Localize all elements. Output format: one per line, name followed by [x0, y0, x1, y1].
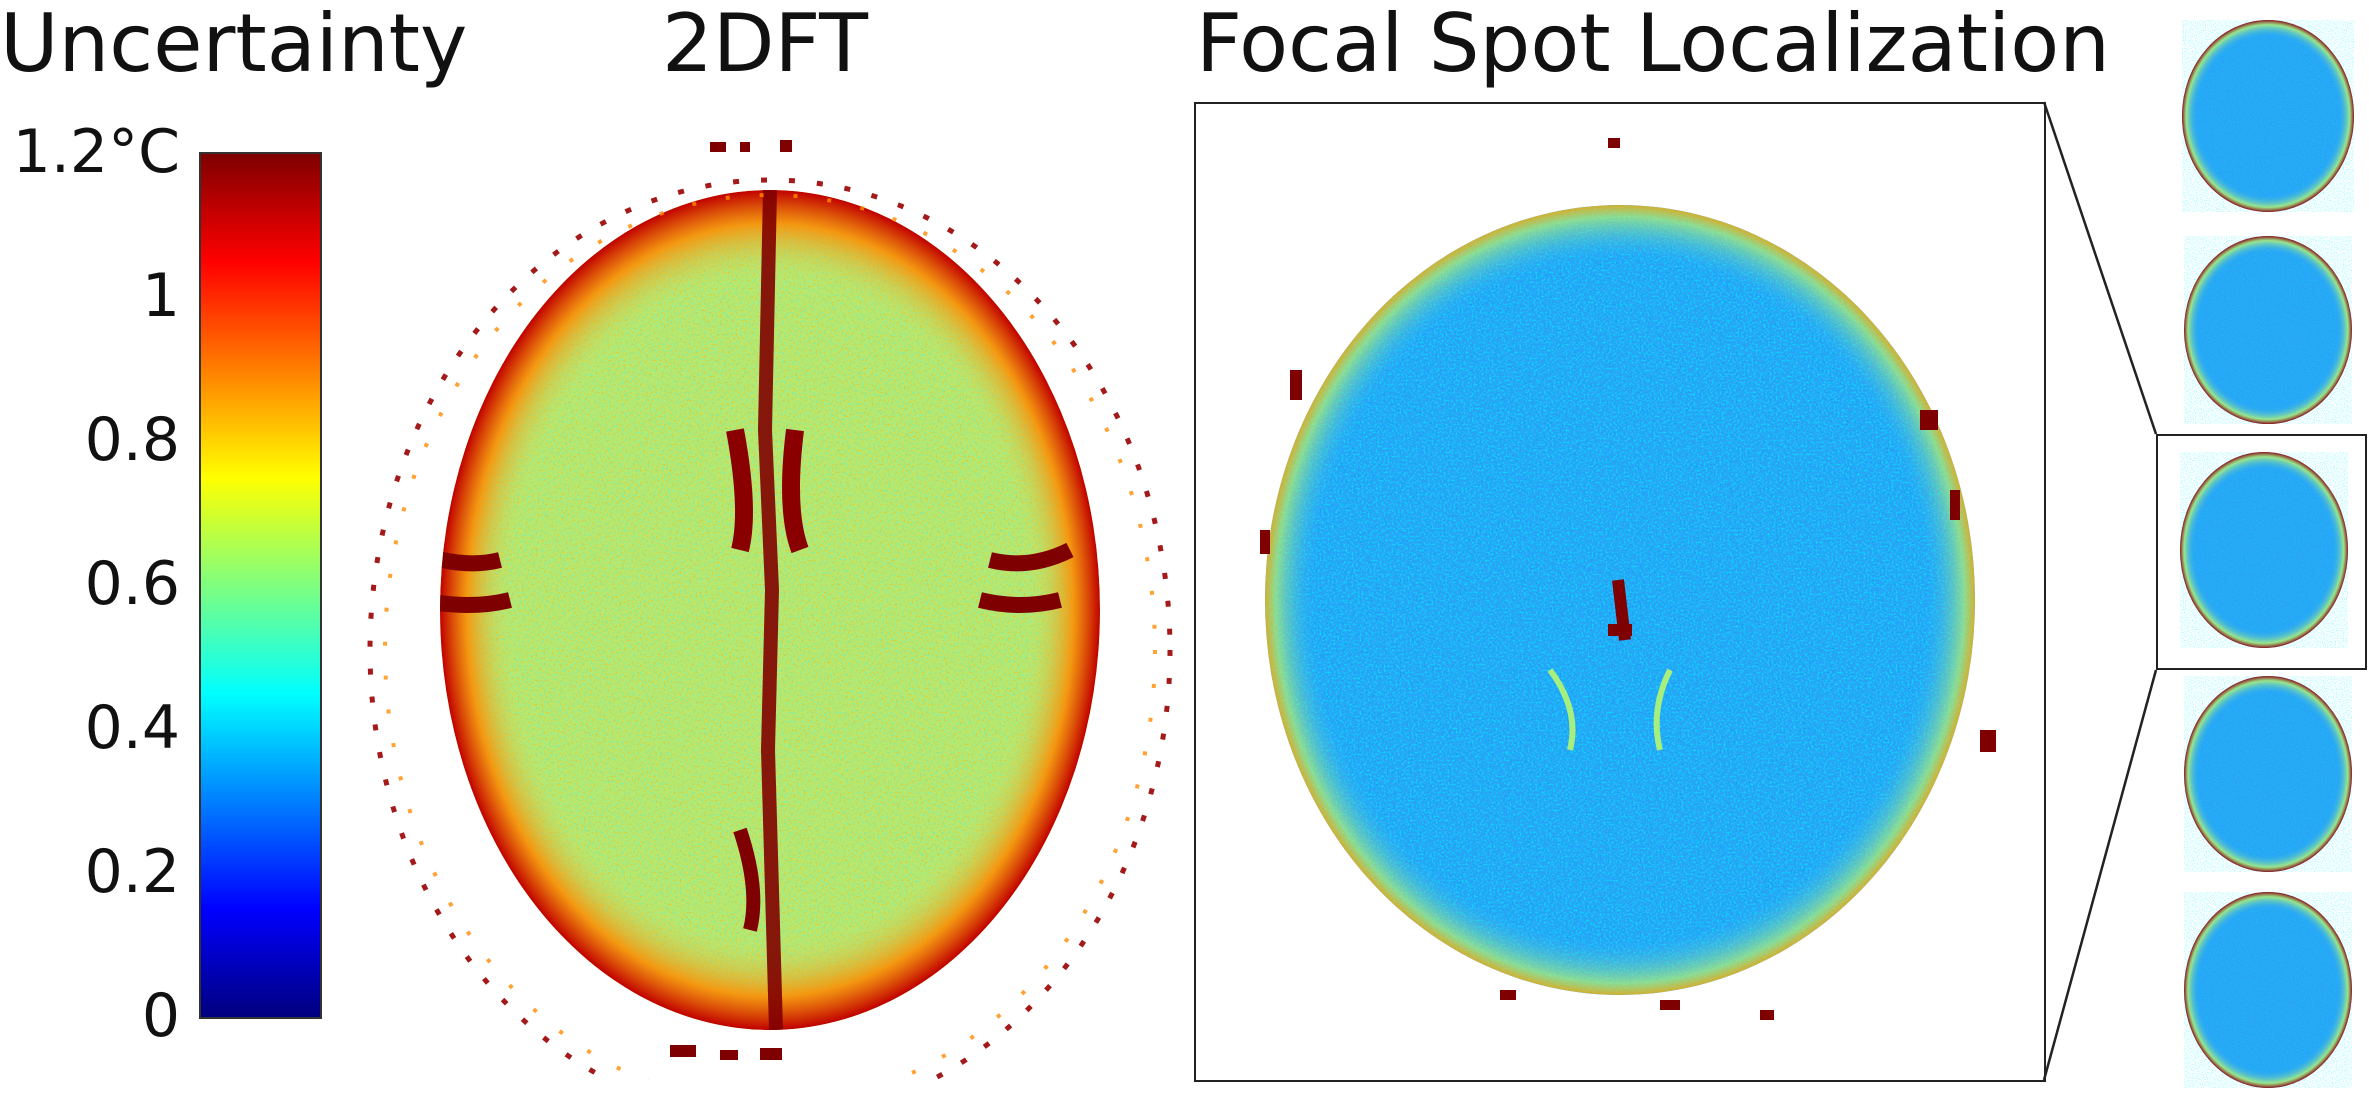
thumbnail-3-highlighted [2180, 452, 2348, 648]
colorbar-tick-0.4: 0.4 [84, 693, 180, 763]
colorbar-tick-0: 0 [141, 981, 180, 1051]
uncertainty-map-focal-spot [1260, 138, 1996, 1020]
uncertainty-colorbar [199, 152, 322, 1019]
scalp-speckles-2dft [670, 140, 792, 1060]
colorbar-tick-0.8: 0.8 [84, 405, 180, 475]
title-focal-spot-localization: Focal Spot Localization [1196, 0, 2110, 90]
colorbar-tick-1: 1 [141, 261, 180, 331]
connector-lines [2042, 101, 2158, 1081]
thumbnail-strip [2180, 20, 2354, 1088]
scalp-speckles-focal [1260, 138, 1996, 1020]
colorbar-tick-max: 1.2°C [12, 117, 180, 187]
thumbnail-highlight-frame [2156, 434, 2367, 670]
zoom-frame-focal [1194, 102, 2046, 1082]
colorbar-tick-0.6: 0.6 [84, 549, 180, 619]
thumbnail-5 [2184, 892, 2352, 1088]
title-2dft: 2DFT [662, 0, 868, 90]
title-uncertainty: Uncertainty [0, 0, 468, 90]
thumbnail-2 [2184, 236, 2352, 424]
uncertainty-map-2dft [367, 140, 1173, 1080]
thumbnail-4 [2184, 676, 2352, 872]
colorbar-tick-0.2: 0.2 [84, 837, 180, 907]
thumbnail-1 [2182, 20, 2354, 212]
